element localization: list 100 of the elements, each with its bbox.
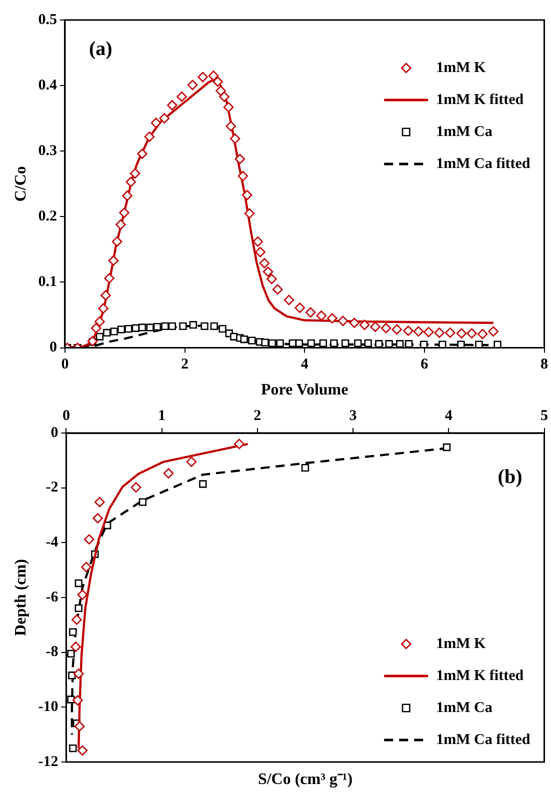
point [466, 328, 477, 339]
point [259, 258, 270, 268]
y-tick-label: -10 [38, 699, 58, 716]
annotation: (b) [498, 466, 522, 488]
point [70, 642, 81, 652]
point [153, 322, 162, 331]
y-tick-label: -6 [46, 589, 59, 606]
point [223, 102, 234, 112]
x-tick-label: 8 [540, 356, 548, 373]
y-axis-title: Depth (cm) [12, 559, 30, 636]
point [338, 316, 348, 326]
point [77, 590, 88, 600]
x-tick-label: 2 [181, 356, 189, 373]
y-tick-label: -12 [38, 754, 58, 770]
point [240, 335, 248, 344]
point [226, 121, 236, 132]
point [119, 208, 130, 218]
point [67, 650, 75, 658]
point [176, 92, 187, 102]
y-tick-label: 0.5 [38, 12, 57, 28]
y-tick-label: -4 [46, 534, 59, 551]
point [385, 340, 393, 348]
x-tick-label: 4 [444, 408, 453, 424]
point [244, 208, 255, 219]
point [212, 76, 223, 87]
legend-label: 1mM K [436, 60, 486, 76]
legend-label: 1mM K [436, 636, 486, 652]
point [74, 579, 82, 588]
point [330, 339, 338, 348]
point [380, 322, 392, 334]
point [488, 326, 498, 337]
point [138, 324, 146, 332]
point [456, 328, 467, 339]
legend-label: 1mM Ca [436, 700, 493, 716]
point [100, 290, 111, 300]
point [364, 339, 372, 348]
point [354, 339, 362, 348]
point [307, 339, 316, 348]
point [117, 326, 126, 334]
point [144, 132, 155, 142]
point [319, 339, 328, 348]
x-axis-title: S/Co (cm³ g⁻¹) [258, 771, 353, 788]
point [420, 340, 428, 348]
point [179, 322, 187, 330]
point [72, 614, 82, 625]
point [186, 456, 197, 467]
point [198, 72, 208, 82]
point [150, 118, 162, 128]
point [159, 113, 170, 124]
point [248, 336, 256, 344]
x-tick-label: 0 [62, 408, 70, 424]
point [77, 745, 88, 756]
point [200, 322, 208, 330]
point [413, 326, 424, 337]
x-tick-label: 0 [61, 356, 69, 373]
y-tick-label: 0.4 [38, 77, 58, 94]
point [94, 496, 105, 508]
point [262, 266, 274, 277]
point [252, 236, 264, 247]
point [146, 324, 154, 332]
point [216, 86, 226, 96]
y-tick-label: 0.2 [38, 208, 57, 225]
y-tick-label: 0 [50, 424, 58, 441]
point [375, 340, 383, 348]
point [124, 324, 132, 333]
legend-label: 1mM K fitted [436, 668, 524, 684]
point [208, 70, 219, 81]
point [268, 339, 276, 348]
point [73, 668, 84, 679]
y-axis-title: C/Co [12, 166, 30, 202]
point [163, 468, 174, 478]
x-tick-label: 3 [349, 408, 357, 424]
point [68, 672, 76, 680]
point [219, 92, 230, 102]
point [342, 339, 350, 348]
point [218, 324, 226, 333]
point [110, 328, 118, 336]
point [396, 340, 404, 348]
point [72, 695, 83, 706]
point [327, 313, 338, 324]
y-tick-label: 0.3 [38, 142, 57, 159]
point [74, 604, 82, 612]
legend-label: 1mM Ca [436, 124, 493, 140]
point [81, 562, 92, 572]
point [168, 322, 176, 330]
x-tick-label: 1 [158, 408, 166, 424]
point [403, 326, 414, 336]
x-tick-label: 6 [420, 356, 429, 373]
point [84, 534, 94, 545]
point [305, 307, 316, 318]
point [199, 480, 207, 488]
point [130, 482, 142, 492]
point [423, 326, 434, 338]
point [295, 339, 304, 348]
point [434, 328, 445, 338]
point [255, 246, 266, 258]
point [69, 628, 77, 636]
point [137, 148, 148, 159]
point [98, 303, 108, 314]
point [112, 236, 122, 247]
